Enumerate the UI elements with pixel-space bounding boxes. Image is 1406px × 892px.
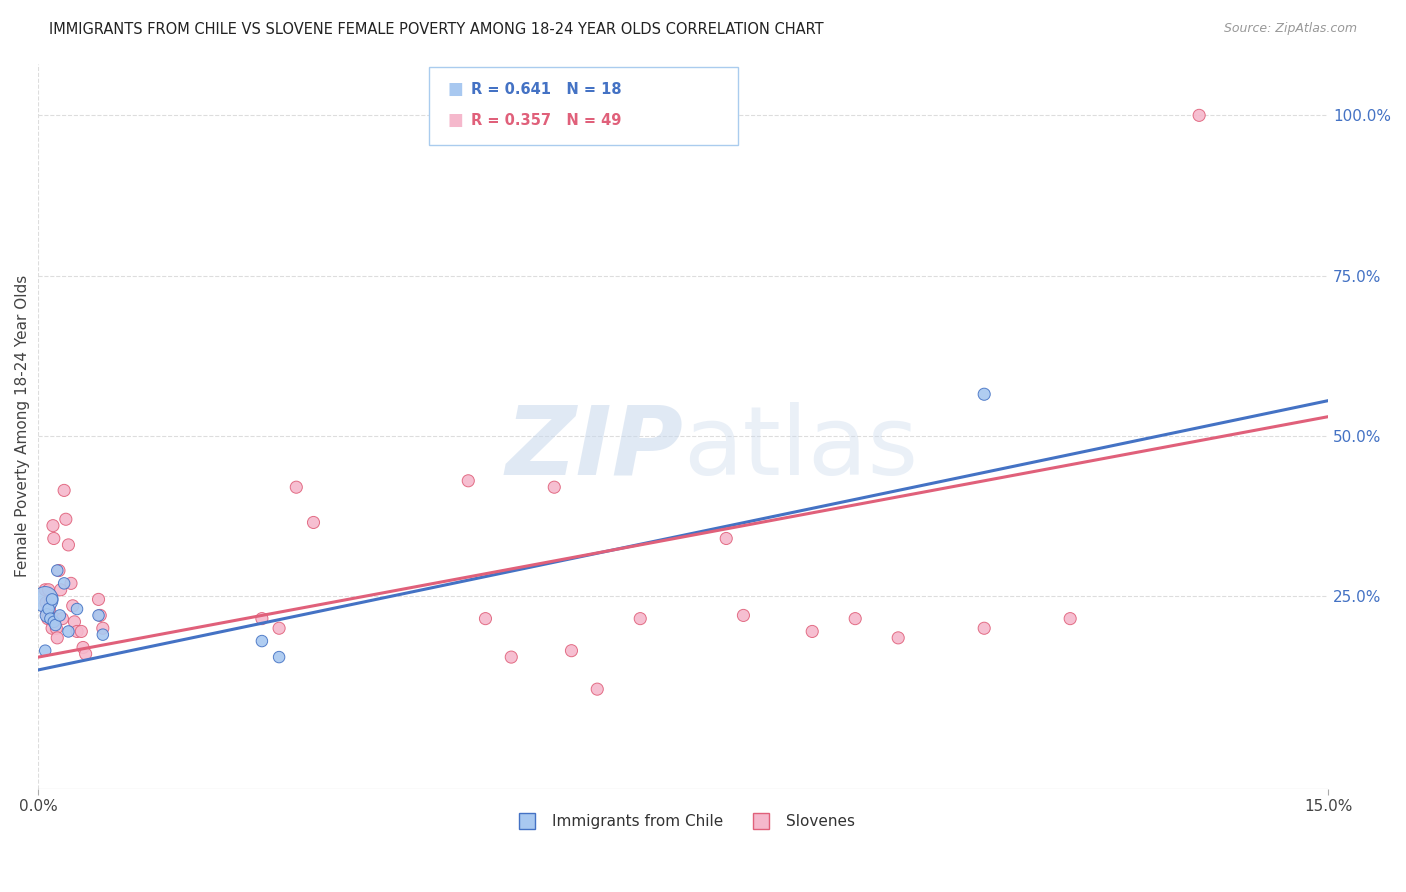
Point	[91, 621, 114, 635]
Text: R = 0.357   N = 49: R = 0.357 N = 49	[471, 113, 621, 128]
Point	[49, 582, 72, 597]
Legend: Immigrants from Chile, Slovenes: Immigrants from Chile, Slovenes	[506, 808, 860, 835]
Point	[733, 608, 755, 623]
Point	[62, 599, 84, 613]
Point	[887, 631, 910, 645]
Text: ■: ■	[447, 112, 463, 129]
Point	[87, 608, 110, 623]
Point	[41, 621, 63, 635]
Point	[37, 612, 59, 626]
Point	[801, 624, 824, 639]
Point	[844, 612, 866, 626]
Point	[250, 634, 273, 648]
Point	[63, 615, 86, 629]
Point	[1059, 612, 1081, 626]
Point	[66, 602, 89, 616]
Point	[44, 618, 66, 632]
Text: ZIP: ZIP	[505, 401, 683, 494]
Point	[39, 612, 62, 626]
Point	[42, 615, 65, 629]
Point	[457, 474, 479, 488]
Point	[75, 647, 97, 661]
Point	[91, 627, 114, 641]
Point	[35, 596, 58, 610]
Point	[53, 576, 76, 591]
Point	[269, 621, 291, 635]
Point	[560, 643, 582, 657]
Point	[250, 612, 273, 626]
Point	[38, 582, 60, 597]
Point	[60, 576, 83, 591]
Point	[586, 682, 609, 697]
Point	[1188, 108, 1211, 122]
Point	[46, 631, 69, 645]
Point	[89, 608, 111, 623]
Point	[66, 624, 89, 639]
Point	[58, 538, 80, 552]
Point	[973, 387, 995, 401]
Point	[46, 564, 69, 578]
Point	[58, 624, 80, 639]
Point	[70, 624, 93, 639]
Point	[53, 483, 76, 498]
Point	[628, 612, 651, 626]
Y-axis label: Female Poverty Among 18-24 Year Olds: Female Poverty Among 18-24 Year Olds	[15, 275, 30, 577]
Point	[48, 564, 70, 578]
Point	[51, 612, 73, 626]
Point	[269, 650, 291, 665]
Point	[44, 612, 66, 626]
Point	[543, 480, 565, 494]
Point	[49, 608, 72, 623]
Text: R = 0.641   N = 18: R = 0.641 N = 18	[471, 82, 621, 96]
Point	[45, 621, 67, 635]
Point	[41, 592, 63, 607]
Point	[39, 612, 62, 626]
Point	[285, 480, 308, 494]
Point	[34, 582, 56, 597]
Point	[716, 532, 738, 546]
Point	[34, 592, 56, 607]
Point	[42, 518, 65, 533]
Text: atlas: atlas	[683, 401, 918, 494]
Point	[35, 605, 58, 619]
Text: ■: ■	[447, 80, 463, 98]
Text: Source: ZipAtlas.com: Source: ZipAtlas.com	[1223, 22, 1357, 36]
Point	[38, 602, 60, 616]
Point	[474, 612, 496, 626]
Point	[72, 640, 94, 655]
Point	[42, 532, 65, 546]
Point	[501, 650, 523, 665]
Point	[38, 602, 60, 616]
Point	[55, 512, 77, 526]
Point	[35, 608, 58, 623]
Text: IMMIGRANTS FROM CHILE VS SLOVENE FEMALE POVERTY AMONG 18-24 YEAR OLDS CORRELATIO: IMMIGRANTS FROM CHILE VS SLOVENE FEMALE …	[49, 22, 824, 37]
Point	[87, 592, 110, 607]
Point	[302, 516, 325, 530]
Point	[39, 596, 62, 610]
Point	[973, 621, 995, 635]
Point	[34, 643, 56, 657]
